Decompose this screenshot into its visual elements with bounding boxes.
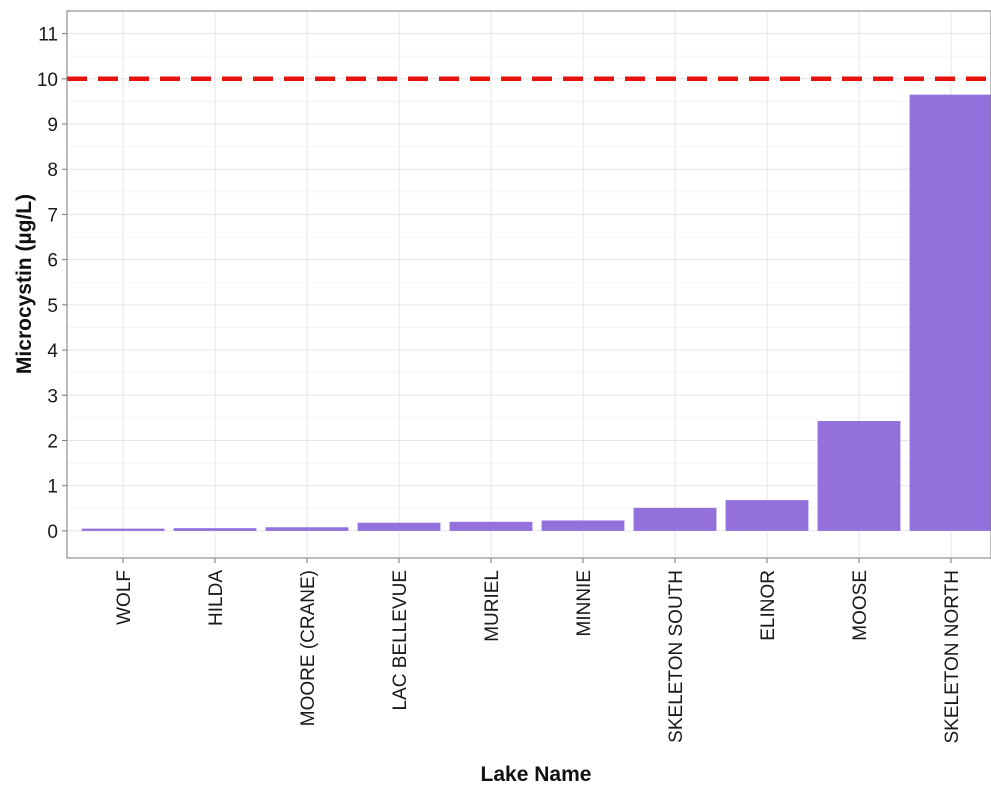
y-tick-label: 10 xyxy=(37,70,58,91)
y-axis-title: Microcystin (µg/L) xyxy=(13,194,36,374)
x-category-label: SKELETON SOUTH xyxy=(666,570,687,743)
x-category-label: ELINOR xyxy=(758,570,779,641)
x-category-label: MOORE (CRANE) xyxy=(298,570,319,726)
x-axis: WOLF HILDA MOORE (CRANE) LAC BELLEVUE MURIEL… xyxy=(114,558,963,744)
bar-wolf xyxy=(81,528,165,531)
bar-minnie xyxy=(541,520,625,531)
y-tick-label: 4 xyxy=(47,341,58,362)
bar-elinor xyxy=(725,500,809,531)
bar-muriel xyxy=(449,521,533,531)
bar-skeleton-north xyxy=(909,94,991,531)
y-tick-label: 11 xyxy=(38,25,58,46)
bar-hilda xyxy=(173,528,257,531)
y-axis: 0 1 2 3 4 5 6 7 8 9 10 11 xyxy=(37,25,67,543)
y-tick-label: 2 xyxy=(47,431,58,452)
y-tick-label: 9 xyxy=(47,115,58,136)
y-tick-label: 7 xyxy=(47,205,58,226)
y-tick-label: 1 xyxy=(47,477,58,498)
bar-moose xyxy=(817,421,901,531)
x-category-label: MINNIE xyxy=(574,570,595,637)
y-tick-label: 5 xyxy=(47,296,58,317)
x-category-label: LAC BELLEVUE xyxy=(390,570,411,710)
bar-skeleton-south xyxy=(633,507,717,531)
y-tick-label: 3 xyxy=(47,386,58,407)
y-tick-label: 8 xyxy=(47,160,58,181)
x-category-label: SKELETON NORTH xyxy=(942,570,963,744)
y-tick-label: 6 xyxy=(47,251,58,272)
bar-moore-crane xyxy=(265,527,349,531)
bars xyxy=(81,94,991,531)
y-tick-label: 0 xyxy=(47,522,58,543)
x-category-label: HILDA xyxy=(206,570,227,626)
plot-panel-border xyxy=(66,10,991,559)
x-category-label: MOOSE xyxy=(850,570,871,641)
bar-lac-bellevue xyxy=(357,522,441,531)
x-axis-title: Lake Name xyxy=(481,763,592,785)
x-category-label: WOLF xyxy=(114,570,135,625)
x-category-label: MURIEL xyxy=(482,570,503,642)
